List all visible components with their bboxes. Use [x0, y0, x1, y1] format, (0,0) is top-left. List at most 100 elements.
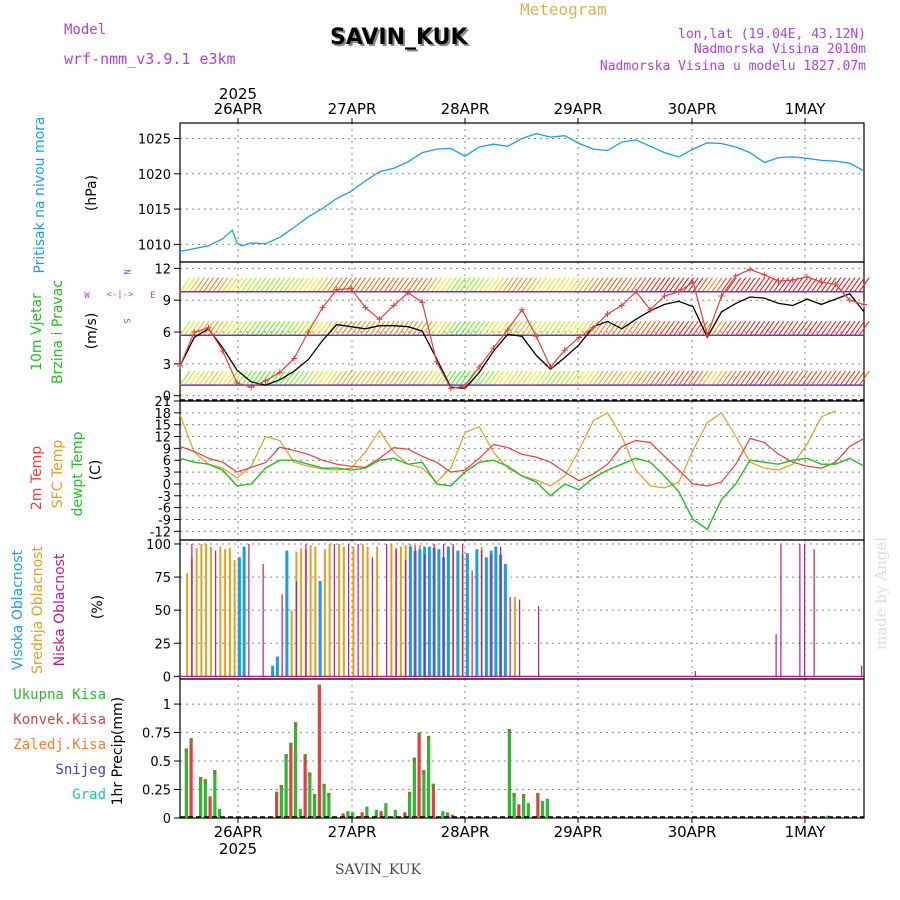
precip-bar-cap: [417, 732, 421, 737]
precip-bar: [308, 772, 312, 818]
wind-barb: [668, 277, 680, 293]
precip-bar: [303, 754, 307, 818]
wind-barb: [412, 320, 424, 336]
wind-barb: [768, 320, 780, 336]
wind-barb: [383, 320, 395, 336]
wind-barb: [502, 370, 514, 386]
cloud-unit: (%): [90, 595, 106, 619]
wind-barb: [369, 370, 381, 386]
wind-barb: [759, 370, 770, 386]
temperature-ytick-label: 9: [163, 442, 171, 457]
wind-barb: [360, 370, 371, 386]
model-label: Model: [64, 22, 106, 38]
wind-barb: [725, 370, 737, 386]
wind-barb: [597, 277, 609, 293]
pressure-ylabel: Pritisak na nivou mora: [32, 116, 48, 273]
wind-barb: [255, 320, 267, 336]
wind-barb: [236, 277, 248, 293]
wind-barb: [839, 277, 851, 293]
pressure-panel: 1010 1015 1020 1025: [138, 122, 865, 263]
precip-bar-cap: [213, 770, 217, 775]
wind-barb: [516, 320, 528, 336]
wind-barb: [459, 277, 471, 293]
wind-barb: [398, 277, 409, 293]
precip-bar: [526, 803, 530, 818]
wind-barb: [189, 370, 200, 386]
wind-barb: [811, 320, 823, 336]
wind-barb: [702, 277, 713, 293]
wind-barb: [630, 277, 642, 293]
wind-barb: [550, 370, 561, 386]
wind-gust-marker: [405, 289, 411, 296]
wind-barb: [450, 277, 462, 293]
wind-barb: [854, 277, 865, 293]
precip-bar-cap: [427, 735, 431, 740]
wind-barb: [706, 370, 718, 386]
precip-bar: [218, 808, 222, 818]
wind-barb: [721, 320, 732, 336]
pressure-frame: [179, 122, 865, 263]
wind-barb: [298, 370, 310, 386]
wind-barb: [431, 277, 443, 293]
wind-barb: [393, 370, 405, 386]
pressure-ytick-label: 1015: [138, 203, 171, 218]
wind-barb: [797, 277, 808, 293]
sfc-temp-line: [179, 410, 836, 489]
wind-gust-marker: [704, 332, 711, 339]
wind-barb: [198, 277, 210, 293]
wind-barb: [336, 320, 348, 336]
wind-barb: [721, 370, 732, 386]
wind-barb: [293, 320, 305, 336]
wind-barb: [322, 320, 333, 336]
wind-barb: [816, 320, 827, 336]
wind-barb: [246, 370, 257, 386]
wind-barb: [559, 370, 571, 386]
wind-unit: (m/s): [84, 313, 100, 350]
clouds-ytick-label: 50: [154, 604, 171, 619]
wind-gust-marker: [433, 358, 440, 365]
wind-barb: [303, 320, 314, 336]
wind-gust-marker: [590, 324, 597, 331]
wind-barb: [331, 277, 343, 293]
wind-barb: [735, 320, 747, 336]
wind-barb: [673, 320, 685, 336]
wind-barb: [412, 277, 424, 293]
wind-barb: [659, 320, 671, 336]
bottom-day-label: 1MAY: [785, 823, 827, 841]
precip-bar-cap: [308, 772, 312, 777]
wind-barb: [455, 370, 466, 386]
wind-barb: [740, 370, 751, 386]
precip-bar: [374, 810, 378, 818]
precip-bar: [360, 812, 364, 818]
wind-barb: [478, 277, 490, 293]
wind-barb: [355, 277, 367, 293]
wind-barb: [659, 370, 671, 386]
wind-barb: [184, 277, 196, 293]
wind-barb: [778, 370, 789, 386]
wind-barb: [564, 370, 576, 386]
pressure-unit: (hPa): [84, 175, 100, 211]
wind-barb: [269, 277, 281, 293]
wind-barb: [374, 370, 386, 386]
wind-barb: [459, 370, 471, 386]
wind-barb: [716, 370, 728, 386]
wind-barb: [488, 370, 500, 386]
wind-barb: [768, 277, 780, 293]
wind-barb: [716, 277, 728, 293]
precip-unit: (mm): [110, 697, 126, 735]
wind-barb: [716, 320, 728, 336]
wind-barb: [212, 370, 224, 386]
temperature-ytick-label: -6: [158, 502, 171, 517]
wind-barb: [820, 277, 832, 293]
wind-barb: [602, 277, 614, 293]
wind-barb: [730, 370, 742, 386]
precip-bar-cap: [431, 783, 435, 788]
wind-barb: [692, 370, 704, 386]
wind-barb: [564, 277, 576, 293]
lonlat-label: lon,lat (19.04E, 43.12N): [678, 27, 866, 42]
wind-barb: [208, 277, 219, 293]
wind-barb: [474, 320, 485, 336]
wind-barb: [759, 320, 770, 336]
wind-barb: [374, 320, 386, 336]
wind-barb: [573, 320, 585, 336]
